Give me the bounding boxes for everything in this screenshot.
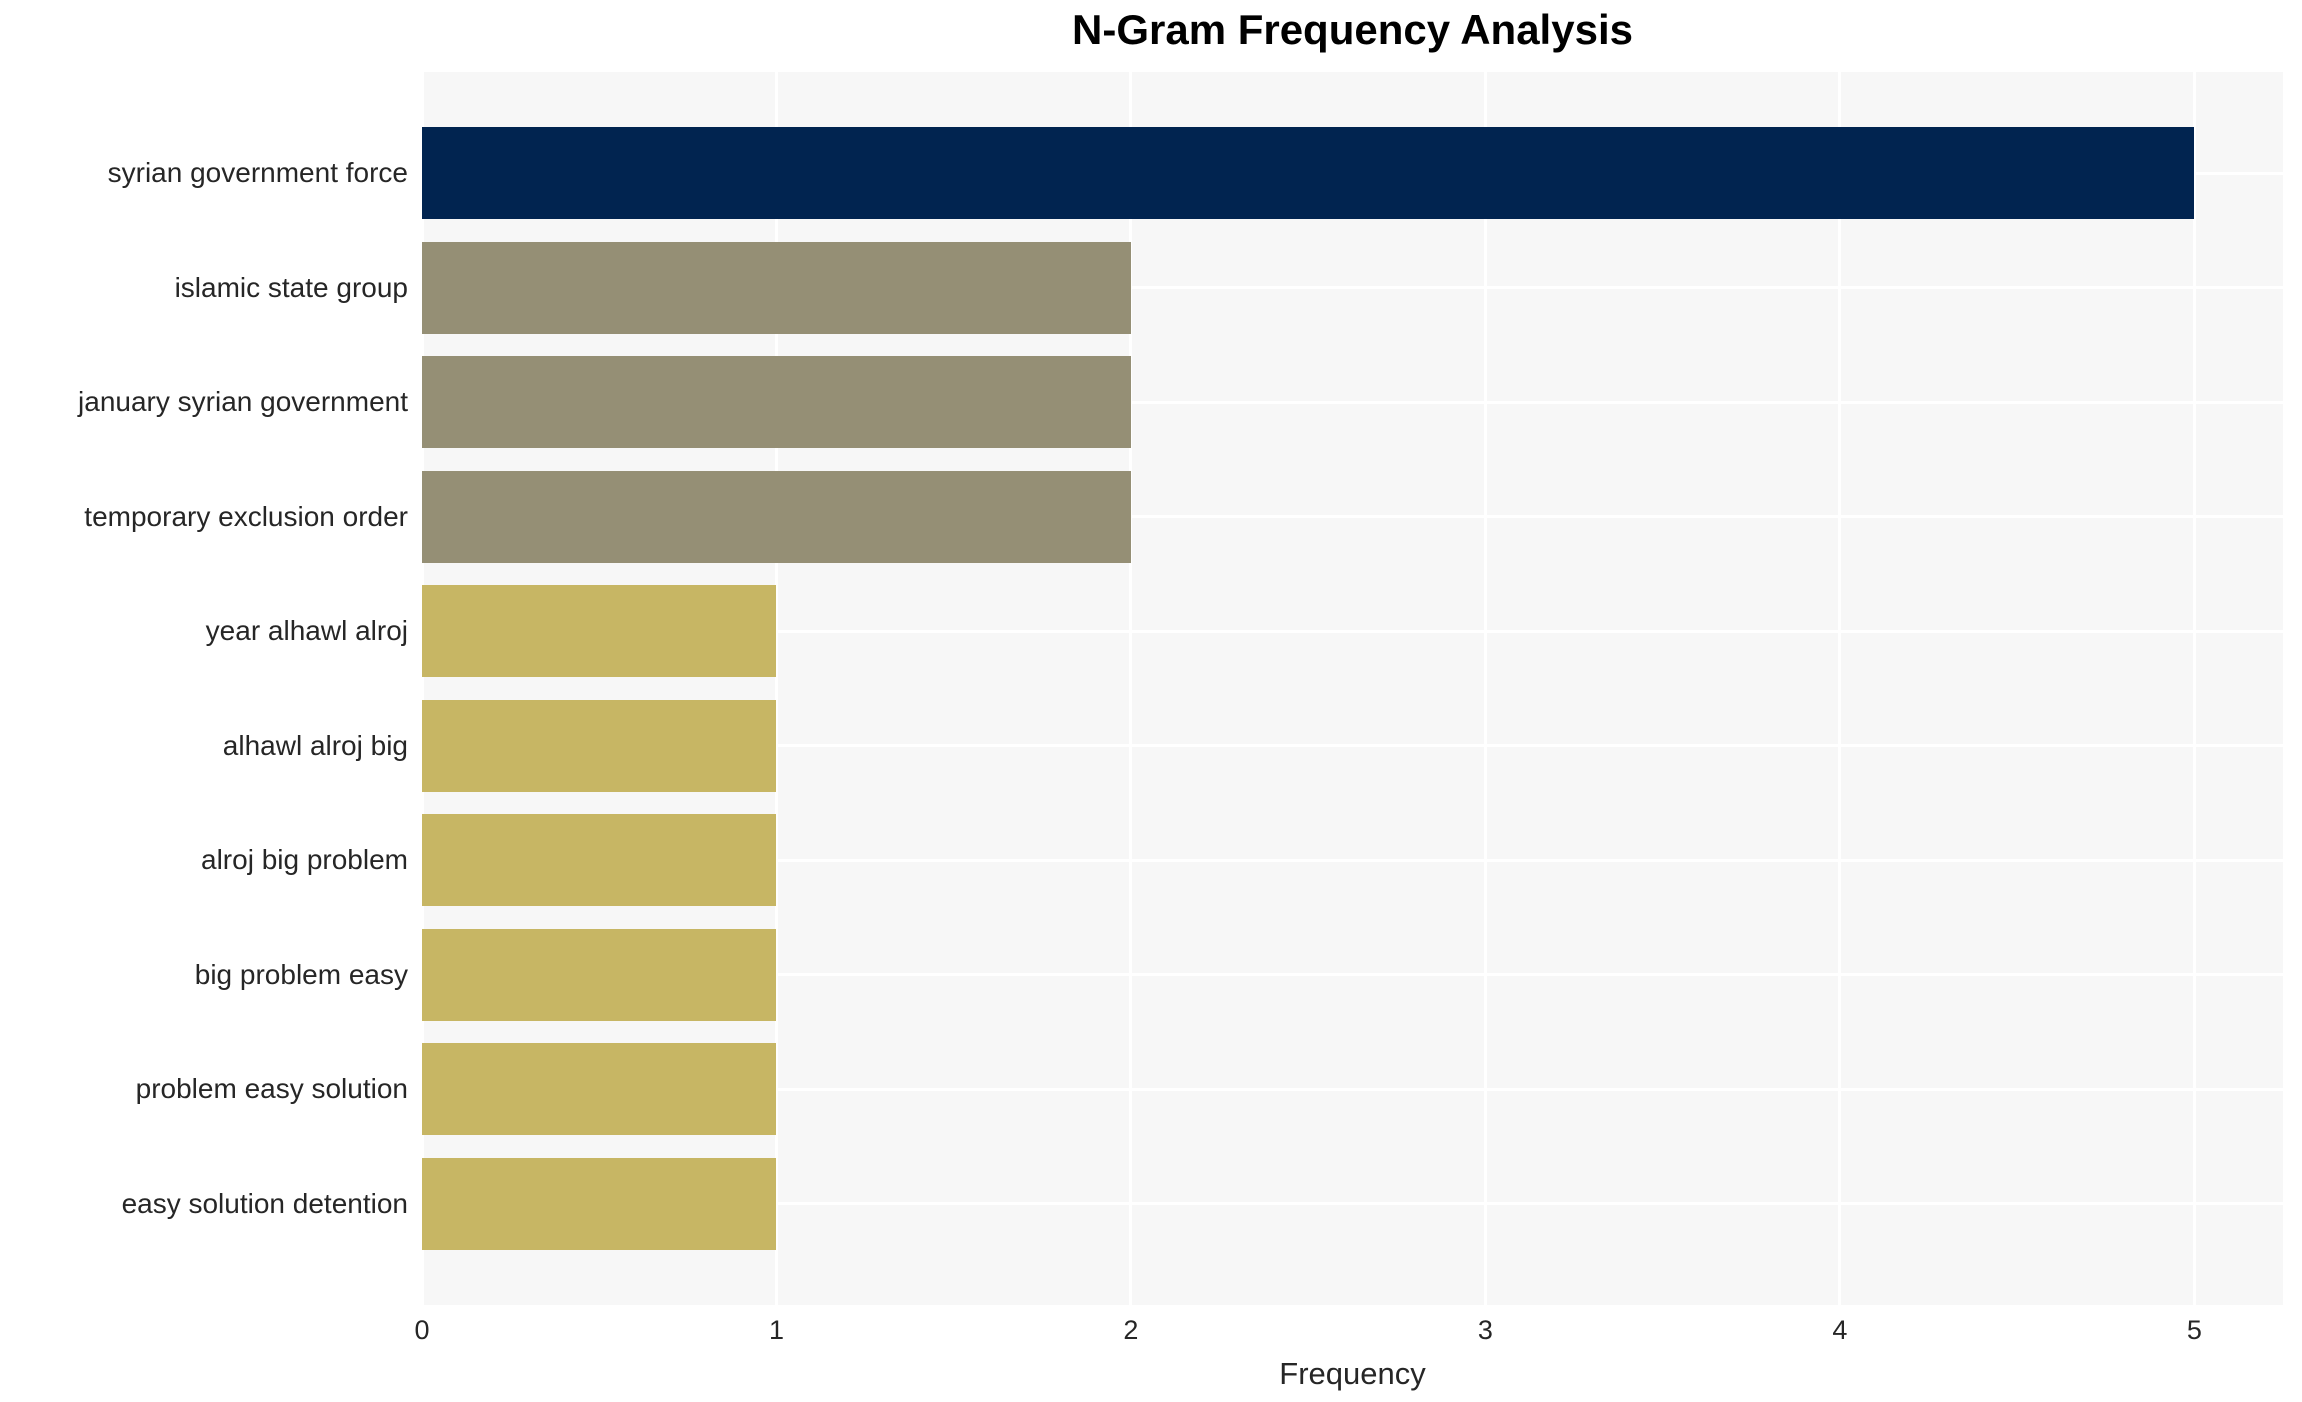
frequency-bar bbox=[422, 127, 2195, 220]
x-tick-label: 5 bbox=[2186, 1315, 2202, 1345]
x-tick-label: 1 bbox=[768, 1315, 784, 1345]
frequency-bar bbox=[422, 928, 777, 1021]
bar-row: easy solution detention bbox=[122, 1147, 2283, 1262]
gridline-horizontal bbox=[422, 629, 2283, 633]
x-tick-label: 2 bbox=[1123, 1315, 1139, 1345]
gridline-vertical bbox=[774, 72, 778, 1305]
x-tick-label: 3 bbox=[1477, 1315, 1493, 1345]
category-label: temporary exclusion order bbox=[84, 500, 408, 532]
x-axis-ticks: 0 1 2 3 4 5 bbox=[414, 1315, 2283, 1349]
bar-row: problem easy solution bbox=[136, 1032, 2283, 1147]
category-label: islamic state group bbox=[174, 271, 408, 303]
gridline-horizontal bbox=[422, 858, 2283, 862]
gridline-horizontal bbox=[422, 1202, 2283, 1206]
category-label: big problem easy bbox=[194, 958, 408, 990]
gridline-vertical bbox=[1129, 72, 1133, 1305]
category-label: problem easy solution bbox=[135, 1073, 408, 1105]
plot-area: syrian government force islamic state gro… bbox=[78, 72, 2283, 1305]
x-tick-label: 4 bbox=[1832, 1315, 1848, 1345]
frequency-bar bbox=[422, 470, 1131, 563]
bar-row: syrian government force bbox=[108, 116, 2283, 231]
gridline-vertical bbox=[1838, 72, 1842, 1305]
category-label: january syrian government bbox=[78, 386, 408, 418]
bar-row: alroj big problem bbox=[201, 803, 2283, 918]
bar-rows: syrian government force islamic state gro… bbox=[78, 116, 2283, 1262]
frequency-bar bbox=[422, 585, 777, 678]
frequency-bar bbox=[422, 356, 1131, 449]
bar-row: year alhawl alroj bbox=[206, 574, 2283, 689]
category-label: alhawl alroj big bbox=[222, 729, 408, 761]
frequency-bar bbox=[422, 699, 777, 792]
frequency-bar bbox=[422, 1157, 777, 1250]
bar-row: january syrian government bbox=[78, 345, 2283, 460]
category-label: year alhawl alroj bbox=[205, 615, 408, 647]
frequency-bar bbox=[422, 814, 777, 907]
chart-title: N-Gram Frequency Analysis bbox=[1072, 6, 1633, 53]
bar-row: alhawl alroj big bbox=[223, 689, 2283, 804]
category-label: easy solution detention bbox=[121, 1187, 408, 1219]
gridline-horizontal bbox=[422, 400, 2283, 404]
bar-row: big problem easy bbox=[195, 918, 2283, 1033]
category-label: alroj big problem bbox=[201, 844, 408, 876]
gridline-vertical bbox=[420, 72, 424, 1305]
gridline-vertical bbox=[1483, 72, 1487, 1305]
gridline-horizontal bbox=[422, 973, 2283, 977]
gridline-vertical bbox=[2192, 72, 2196, 1305]
x-axis-label: Frequency bbox=[1279, 1356, 1426, 1391]
gridline-horizontal bbox=[422, 515, 2283, 519]
frequency-bar bbox=[422, 241, 1131, 334]
frequency-bar bbox=[422, 1043, 777, 1136]
bar-row: temporary exclusion order bbox=[84, 460, 2283, 575]
gridline-horizontal bbox=[422, 286, 2283, 290]
category-label: syrian government force bbox=[107, 157, 408, 189]
bar-row: islamic state group bbox=[175, 231, 2283, 346]
gridline-horizontal bbox=[422, 1087, 2283, 1091]
gridline-horizontal bbox=[422, 744, 2283, 748]
x-tick-label: 0 bbox=[414, 1315, 430, 1345]
